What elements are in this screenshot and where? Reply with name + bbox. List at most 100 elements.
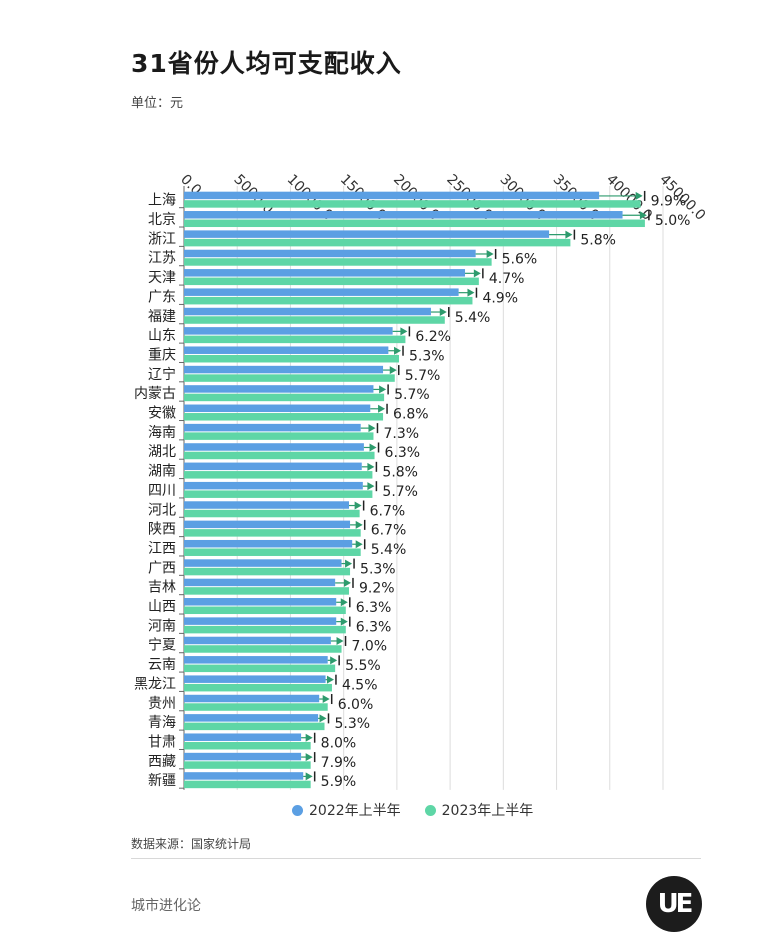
bar-2022 (184, 462, 362, 471)
legend: 2022年上半年 2023年上半年 (292, 800, 533, 820)
category-label: 陕西 (148, 522, 176, 538)
category-label: 西藏 (148, 754, 176, 770)
bar-2023 (184, 471, 373, 479)
bar-2022 (184, 752, 302, 761)
growth-arrow-head (319, 714, 327, 723)
bar-2022 (184, 365, 384, 374)
growth-label: 6.0% (338, 697, 374, 713)
growth-arrow-head (389, 366, 397, 375)
bar-2023 (184, 567, 351, 576)
growth-arrow-head (322, 695, 330, 704)
bar-2022 (184, 578, 336, 587)
bar-2022 (184, 675, 326, 683)
category-label: 山东 (148, 328, 176, 344)
growth-label: 7.3% (383, 426, 419, 442)
category-label: 重庆 (148, 347, 176, 363)
bar-2022 (184, 559, 342, 567)
bar-2022 (184, 481, 363, 490)
growth-label: 6.2% (415, 329, 451, 345)
bar-2023 (184, 780, 311, 789)
bar-2022 (184, 694, 320, 703)
category-label: 内蒙古 (134, 386, 176, 402)
growth-arrow-head (367, 462, 375, 471)
growth-arrow-head (355, 520, 363, 529)
growth-label: 6.3% (356, 600, 392, 616)
category-label: 辽宁 (148, 366, 176, 383)
brand-logo: UE (646, 876, 702, 932)
growth-label: 4.7% (489, 271, 525, 287)
growth-label: 7.9% (321, 755, 357, 771)
category-label: 湖北 (148, 444, 176, 460)
legend-item-2023: 2023年上半年 (424, 800, 533, 820)
legend-swatch-2022 (292, 804, 303, 816)
category-label: 安徽 (148, 406, 176, 422)
growth-arrow-head (343, 578, 351, 587)
category-label: 吉林 (148, 580, 176, 596)
category-label: 福建 (148, 309, 176, 325)
growth-arrow-head (305, 733, 313, 742)
bar-2023 (184, 393, 385, 402)
growth-arrow-head (345, 559, 353, 568)
bar-2023 (184, 664, 336, 673)
bar-2023 (184, 587, 349, 595)
bar-2023 (184, 258, 492, 266)
bar-2023 (184, 703, 328, 711)
growth-arrow-head (378, 404, 386, 413)
growth-arrow-head (305, 753, 313, 762)
growth-arrow-head (635, 191, 643, 200)
growth-arrow-head (639, 211, 647, 220)
bar-2023 (184, 296, 473, 305)
growth-label: 6.7% (371, 523, 407, 539)
category-label: 江苏 (148, 251, 176, 267)
growth-label: 6.8% (393, 407, 429, 423)
bar-2023 (184, 277, 479, 286)
growth-arrow-head (355, 540, 363, 549)
growth-arrow-head (336, 636, 344, 645)
bar-2022 (184, 423, 361, 432)
bar-2023 (184, 683, 332, 692)
growth-label: 8.0% (321, 735, 357, 751)
bar-2022 (184, 230, 550, 238)
bar-2022 (184, 385, 374, 393)
bar-2022 (184, 346, 389, 354)
category-label: 新疆 (148, 773, 176, 789)
bar-2023 (184, 200, 641, 208)
bar-2022 (184, 617, 337, 625)
data-source: 数据来源：国家统计局 (131, 837, 252, 851)
growth-arrow-head (340, 617, 348, 626)
growth-label: 4.5% (342, 677, 378, 693)
bar-2023 (184, 509, 360, 518)
bar-2022 (184, 501, 349, 509)
category-label: 广东 (148, 289, 176, 305)
growth-arrow-head (400, 327, 408, 336)
category-label: 黑龙江 (134, 676, 176, 692)
bar-2023 (184, 316, 445, 324)
growth-label: 6.3% (356, 619, 392, 635)
growth-arrow-head (330, 656, 338, 665)
growth-label: 9.2% (359, 581, 395, 597)
bar-2022 (184, 404, 371, 413)
growth-label: 5.7% (394, 387, 430, 403)
unit-label: 单位：元 (131, 96, 184, 111)
growth-arrow-head (354, 501, 362, 510)
category-label: 湖南 (148, 464, 176, 480)
growth-label: 5.0% (655, 213, 691, 229)
bar-2023 (184, 645, 342, 653)
bar-chart: 0.05000.010000.015000.020000.025000.0300… (134, 172, 708, 791)
growth-label: 5.8% (382, 465, 418, 481)
bar-2023 (184, 490, 373, 498)
bar-2022 (184, 714, 319, 722)
growth-label: 5.3% (335, 716, 371, 732)
category-label: 甘肃 (148, 734, 176, 750)
bar-2022 (184, 327, 393, 335)
growth-label: 5.3% (409, 348, 445, 364)
bar-2022 (184, 211, 623, 219)
legend-item-2022: 2022年上半年 (292, 800, 401, 820)
growth-arrow-head (467, 288, 475, 297)
bar-2022 (184, 191, 600, 200)
bar-2022 (184, 249, 476, 258)
category-label: 上海 (148, 193, 176, 209)
growth-label: 5.6% (502, 252, 538, 268)
category-label: 山西 (148, 599, 176, 615)
growth-arrow-head (439, 308, 447, 317)
